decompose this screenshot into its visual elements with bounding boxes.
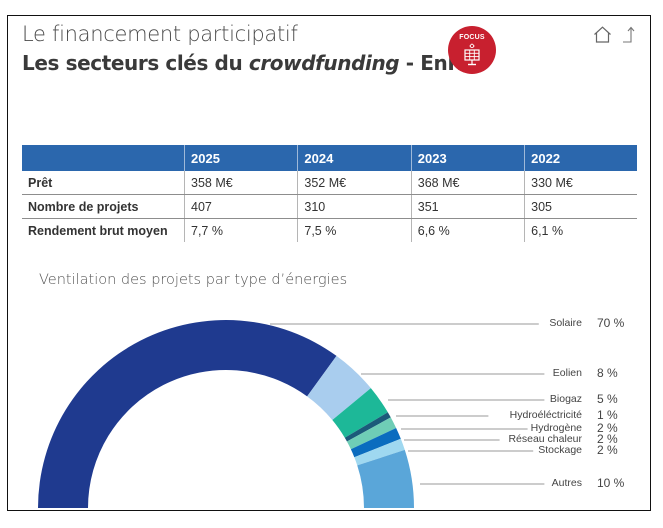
table-cell: 6,1 % <box>524 218 637 242</box>
solar-panel-icon <box>464 43 480 66</box>
table-header-cell: 2024 <box>297 145 412 171</box>
legend-label: Eolien <box>552 367 582 379</box>
row-label: Nombre de projets <box>22 194 185 219</box>
legend-value: 8 % <box>597 366 618 380</box>
legend-value: 5 % <box>597 392 618 406</box>
table-header-cell: 2025 <box>183 145 298 171</box>
table-row: Nombre de projets 407 310 351 305 <box>22 194 637 219</box>
donut-segment-eolien <box>307 355 371 421</box>
table-cell: 358 M€ <box>183 171 298 195</box>
stats-table: 2025 2024 2023 2022 Prêt 358 M€ 352 M€ 3… <box>22 145 637 242</box>
legend-value: 2 % <box>597 421 618 435</box>
donut-segment-autres <box>357 449 414 508</box>
donut-segment-solaire <box>38 320 337 508</box>
legend-label: Autres <box>551 477 582 489</box>
share-icon[interactable] <box>622 26 636 43</box>
table-cell: 407 <box>183 194 298 219</box>
table-header-cell: 2022 <box>524 145 637 171</box>
table-cell: 305 <box>524 194 637 219</box>
legend-value: 10 % <box>597 476 625 490</box>
table-cell: 310 <box>297 194 412 219</box>
legend-value: 70 % <box>597 316 625 330</box>
legend-value: 1 % <box>597 408 618 422</box>
table-cell: 368 M€ <box>410 171 525 195</box>
legend-label: Hydroéléctricité <box>509 409 582 421</box>
donut-segment-r-seau-chaleur <box>350 427 401 458</box>
table-cell: 6,6 % <box>410 218 525 242</box>
legend-value: 2 % <box>597 432 618 446</box>
donut-segment-hydro-l-ctricit- <box>344 412 391 442</box>
donut-segment-hydrog-ne <box>346 417 397 450</box>
table-cell: 7,5 % <box>297 218 412 242</box>
table-cell: 352 M€ <box>297 171 412 195</box>
legend-value: 2 % <box>597 443 618 457</box>
table-cell: 351 <box>410 194 525 219</box>
chart-title: Ventilation des projets par type d’énerg… <box>39 272 348 288</box>
page-supertitle: Le financement participatif <box>22 22 298 46</box>
row-label: Prêt <box>22 171 185 195</box>
legend-label: Stockage <box>538 444 582 456</box>
table-header-cell <box>22 145 185 171</box>
row-label: Rendement brut moyen <box>28 223 168 238</box>
half-donut-chart <box>38 320 545 508</box>
table-cell: 330 M€ <box>524 171 637 195</box>
legend-label: Hydrogène <box>530 422 582 434</box>
legend-label: Solaire <box>549 317 582 329</box>
table-cell: 7,7 % <box>183 218 298 242</box>
table-row: Prêt 358 M€ 352 M€ 368 M€ 330 M€ <box>22 171 637 195</box>
donut-segment-stockage <box>354 438 405 466</box>
legend-label: Biogaz <box>549 393 582 405</box>
nav-icons <box>593 26 636 43</box>
table-row: Rendement brut moyen 7,7 % 7,5 % 6,6 % 6… <box>22 218 637 242</box>
table-header-cell: 2023 <box>410 145 525 171</box>
infographic-frame: Le financement participatif Les secteurs… <box>7 15 651 511</box>
table-header-row: 2025 2024 2023 2022 <box>22 145 637 171</box>
home-icon[interactable] <box>593 26 612 43</box>
legend-label: Réseau chaleur <box>508 433 582 445</box>
donut-segment-biogaz <box>332 388 388 438</box>
focus-badge: FOCUS <box>448 26 496 74</box>
focus-badge-label: FOCUS <box>459 34 485 41</box>
